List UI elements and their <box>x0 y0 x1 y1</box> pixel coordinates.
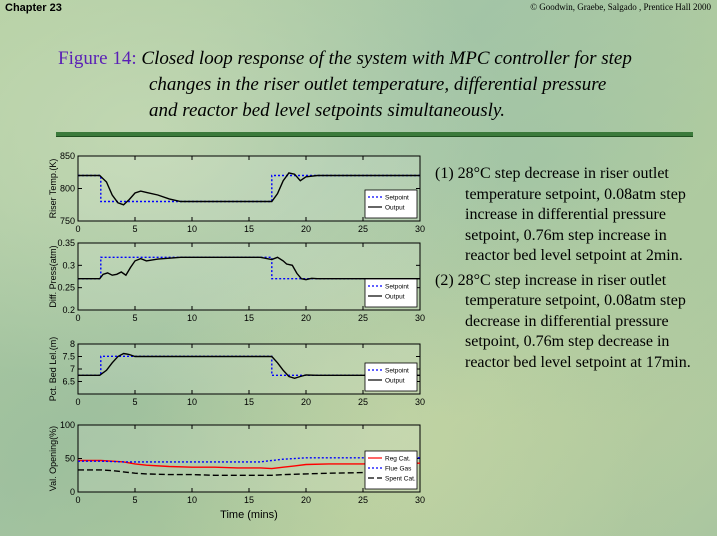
legend-box <box>364 189 418 219</box>
legend: Setpoint Output <box>364 362 418 392</box>
legend-label: Reg Cat. <box>385 456 411 463</box>
caption-line-3: and reactor bed level setpoints simultan… <box>149 100 506 121</box>
y-tick-label: 100 <box>60 420 75 430</box>
x-tick-label: 5 <box>132 397 137 407</box>
legend-label: Setpoint <box>385 368 409 375</box>
x-tick-label: 20 <box>301 495 311 505</box>
chart-panel-3: 0 5 10 15 20 25 30 6.5 7 7.5 8 Pct. Bed Lel.(m) Setp… <box>48 337 425 407</box>
legend: Reg Cat. Flue Gas Spent Cat. <box>364 450 418 490</box>
x-tick-label: 25 <box>358 495 368 505</box>
y-tick-label: 8 <box>70 339 75 349</box>
x-tick-label: 10 <box>187 313 197 323</box>
legend-label: Setpoint <box>385 195 409 202</box>
y-tick-label: 0.25 <box>57 283 75 293</box>
note-step-1: (1) 28°C step decrease in riser outlet t… <box>435 165 686 264</box>
x-tick-label: 20 <box>301 397 311 407</box>
y-tick-label: 800 <box>60 184 75 194</box>
legend: Setpoint Output <box>364 278 418 308</box>
y-tick-label: 7 <box>70 364 75 374</box>
legend-label: Output <box>385 294 405 301</box>
x-tick-label: 15 <box>244 495 254 505</box>
x-tick-label: 30 <box>415 397 425 407</box>
y-axis-label: Val. Opening(%) <box>48 426 58 491</box>
x-tick-label: 0 <box>75 313 80 323</box>
legend-label: Output <box>385 378 405 385</box>
x-tick-label: 10 <box>187 224 197 234</box>
x-tick-label: 30 <box>415 495 425 505</box>
x-tick-label: 25 <box>358 224 368 234</box>
x-tick-label: 5 <box>132 224 137 234</box>
x-tick-label: 0 <box>75 224 80 234</box>
caption-line-1: Closed loop response of the system with … <box>141 48 632 69</box>
y-tick-label: 850 <box>60 151 75 161</box>
x-tick-label: 25 <box>358 397 368 407</box>
legend-label: Spent Cat. <box>385 476 416 483</box>
x-tick-label: 20 <box>301 313 311 323</box>
legend-box <box>364 278 418 308</box>
y-axis-label: Riser Temp.(K) <box>48 159 58 219</box>
legend-box <box>364 362 418 392</box>
x-tick-label: 0 <box>75 397 80 407</box>
y-axis-label: Pct. Bed Lel.(m) <box>48 337 58 402</box>
legend-label: Output <box>385 205 405 212</box>
y-tick-label: 7.5 <box>62 352 75 362</box>
note-step-2: (2) 28°C step increase in riser outlet t… <box>435 271 691 371</box>
x-tick-label: 5 <box>132 313 137 323</box>
y-tick-label: 0.35 <box>57 238 75 248</box>
figure-label: Figure 14: <box>58 48 137 69</box>
x-tick-label: 15 <box>244 224 254 234</box>
series-line-output <box>78 256 420 281</box>
series-line-flue-gas <box>78 457 420 463</box>
series-line-output <box>78 352 420 380</box>
x-tick-label: 0 <box>75 495 80 505</box>
chapter-label: Chapter 23 <box>5 2 62 14</box>
title-divider <box>56 132 693 137</box>
y-tick-label: 6.5 <box>62 377 75 387</box>
y-tick-label: 0.2 <box>62 305 75 315</box>
x-tick-label: 15 <box>244 313 254 323</box>
y-axis-label: Diff. Press(atm) <box>48 245 58 307</box>
figure-caption: Figure 14: Closed loop response of the s… <box>58 46 698 124</box>
x-tick-label: 25 <box>358 313 368 323</box>
series-line-spent-cat- <box>78 469 420 476</box>
caption-line-2: changes in the riser outlet temperature,… <box>149 74 607 95</box>
x-tick-label: 30 <box>415 313 425 323</box>
y-tick-label: 0.3 <box>62 260 75 270</box>
legend: Setpoint Output <box>364 189 418 219</box>
y-tick-label: 750 <box>60 216 75 226</box>
copyright-notice: © Goodwin, Graebe, Salgado , Prentice Ha… <box>530 2 711 12</box>
legend-box <box>364 450 418 490</box>
x-tick-label: 10 <box>187 495 197 505</box>
y-tick-label: 50 <box>65 454 75 464</box>
x-tick-label: 10 <box>187 397 197 407</box>
legend-label: Flue Gas <box>385 466 412 473</box>
y-tick-label: 0 <box>70 487 75 497</box>
x-tick-label: 15 <box>244 397 254 407</box>
x-axis-label: Time (mins) <box>220 509 278 521</box>
x-tick-label: 5 <box>132 495 137 505</box>
series-line-output <box>78 172 420 206</box>
legend-label: Setpoint <box>385 284 409 291</box>
series-line-setpoint <box>78 355 420 377</box>
x-tick-label: 20 <box>301 224 311 234</box>
plot-frame <box>77 155 421 222</box>
x-tick-label: 30 <box>415 224 425 234</box>
notes-panel: (1) 28°C step decrease in riser outlet t… <box>435 164 705 377</box>
